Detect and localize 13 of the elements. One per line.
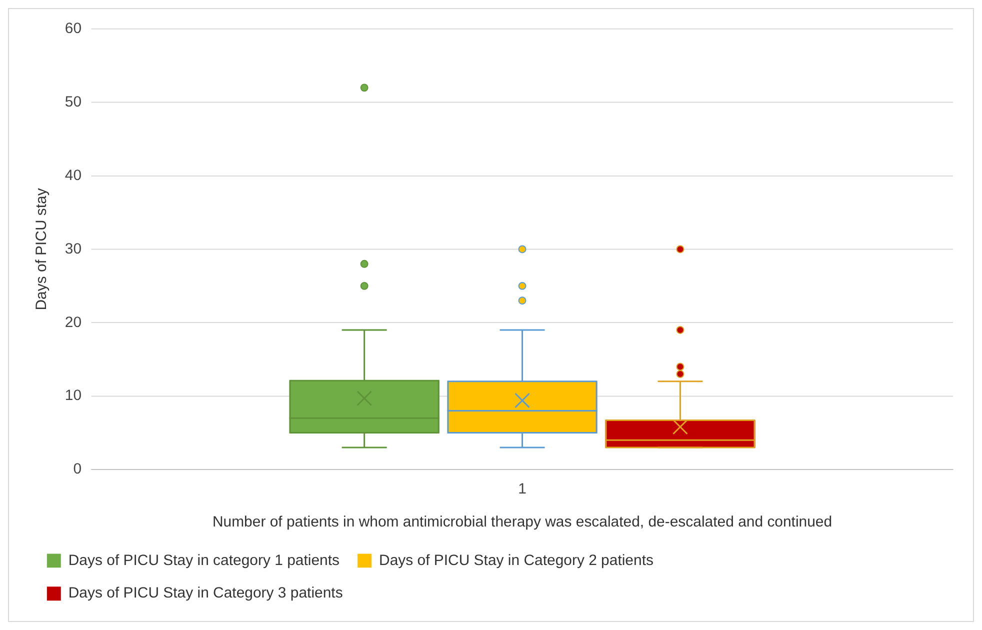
legend-label: Days of PICU Stay in Category 3 patients [68, 584, 343, 602]
legend-label: Days of PICU Stay in category 1 patients [68, 552, 340, 569]
y-axis-title: Days of PICU stay [33, 188, 50, 310]
x-tick-label: 1 [518, 480, 526, 498]
y-tick-label: 0 [73, 460, 82, 478]
y-tick-label: 20 [64, 314, 82, 331]
y-tick-label: 60 [64, 20, 82, 38]
y-tick-label: 10 [64, 387, 82, 404]
legend-label: Days of PICU Stay in Category 2 patients [379, 552, 654, 569]
y-tick-label: 30 [64, 240, 82, 258]
x-axis-title: Number of patients in whom antimicrobial therapy was escalated, de-escalated and continued [212, 513, 832, 530]
y-tick-label: 40 [64, 166, 82, 184]
y-tick-label: 50 [64, 93, 82, 110]
